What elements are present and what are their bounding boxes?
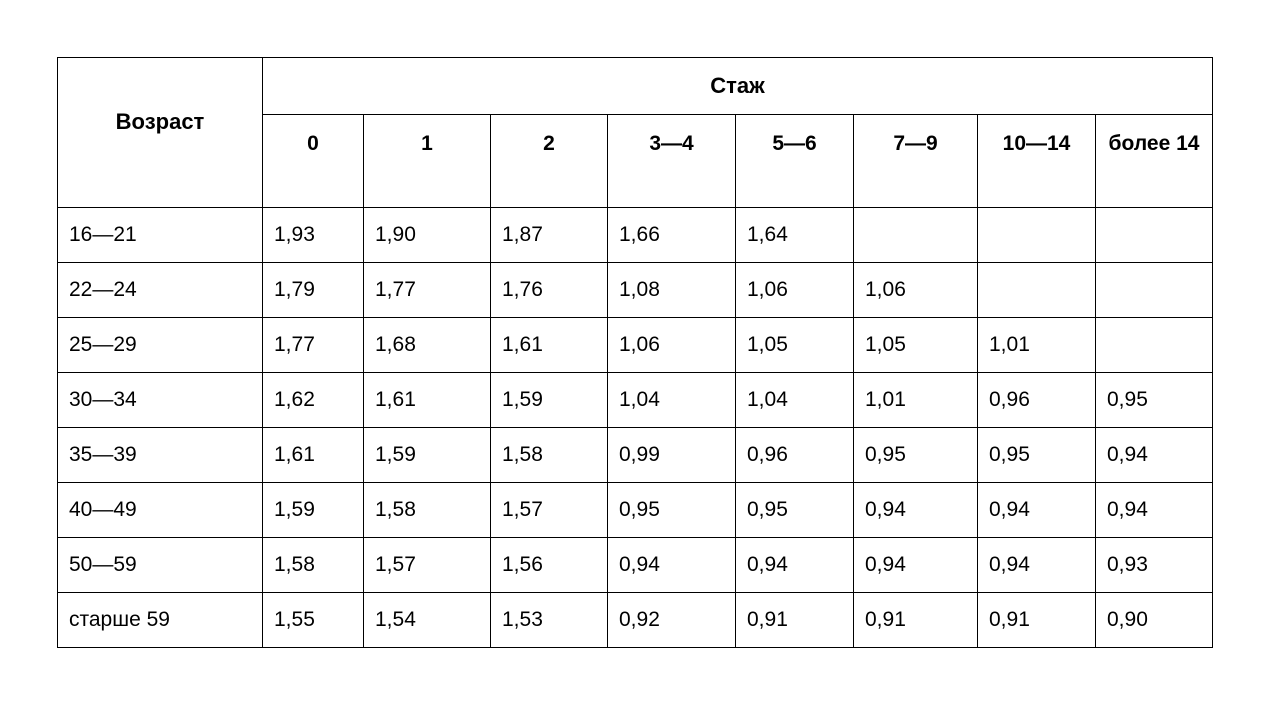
cell-value bbox=[1095, 317, 1213, 373]
column-header-0: 0 bbox=[262, 114, 364, 208]
column-header-1: 1 bbox=[363, 114, 491, 208]
cell-value: 1,77 bbox=[363, 262, 491, 318]
cell-value: 1,79 bbox=[262, 262, 364, 318]
table-row-16-21: 16—21 1,93 1,90 1,87 1,66 1,64 bbox=[57, 207, 1213, 263]
cell-value: 1,06 bbox=[853, 262, 978, 318]
table-row-30-34: 30—34 1,62 1,61 1,59 1,04 1,04 1,01 0,96… bbox=[57, 372, 1213, 428]
row-label: 35—39 bbox=[57, 427, 263, 483]
cell-value: 1,58 bbox=[262, 537, 364, 593]
cell-value: 1,58 bbox=[363, 482, 491, 538]
cell-value bbox=[977, 207, 1096, 263]
cell-value: 0,95 bbox=[607, 482, 736, 538]
cell-value: 1,57 bbox=[490, 482, 608, 538]
cell-value: 0,96 bbox=[735, 427, 854, 483]
cell-value: 1,04 bbox=[735, 372, 854, 428]
cell-value: 0,91 bbox=[735, 592, 854, 648]
column-header-row: 0 1 2 3—4 5—6 7—9 10—14 более 14 bbox=[58, 114, 1213, 208]
cell-value: 1,77 bbox=[262, 317, 364, 373]
cell-value: 1,58 bbox=[490, 427, 608, 483]
cell-value: 1,01 bbox=[853, 372, 978, 428]
cell-value: 0,94 bbox=[853, 537, 978, 593]
group-header-row: Возраст Стаж bbox=[57, 57, 1213, 208]
column-header-5-6: 5—6 bbox=[735, 114, 854, 208]
cell-value: 1,93 bbox=[262, 207, 364, 263]
cell-value: 0,94 bbox=[1095, 482, 1213, 538]
cell-value: 0,96 bbox=[977, 372, 1096, 428]
cell-value: 0,94 bbox=[977, 482, 1096, 538]
cell-value: 1,08 bbox=[607, 262, 736, 318]
row-label: старше 59 bbox=[57, 592, 263, 648]
cell-value: 1,05 bbox=[853, 317, 978, 373]
cell-value: 1,06 bbox=[735, 262, 854, 318]
cell-value: 0,94 bbox=[853, 482, 978, 538]
row-label: 22—24 bbox=[57, 262, 263, 318]
cell-value: 1,59 bbox=[490, 372, 608, 428]
cell-value: 0,93 bbox=[1095, 537, 1213, 593]
cell-value: 1,61 bbox=[262, 427, 364, 483]
cell-value: 0,91 bbox=[977, 592, 1096, 648]
table-row-40-49: 40—49 1,59 1,58 1,57 0,95 0,95 0,94 0,94… bbox=[57, 482, 1213, 538]
cell-value: 0,92 bbox=[607, 592, 736, 648]
cell-value: 0,95 bbox=[853, 427, 978, 483]
cell-value: 0,94 bbox=[1095, 427, 1213, 483]
column-header-7-9: 7—9 bbox=[853, 114, 978, 208]
row-label: 30—34 bbox=[57, 372, 263, 428]
cell-value: 0,94 bbox=[977, 537, 1096, 593]
cell-value bbox=[1095, 207, 1213, 263]
cell-value: 1,57 bbox=[363, 537, 491, 593]
cell-value: 1,68 bbox=[363, 317, 491, 373]
cell-value: 0,90 bbox=[1095, 592, 1213, 648]
table-row-over-59: старше 59 1,55 1,54 1,53 0,92 0,91 0,91 … bbox=[57, 592, 1213, 648]
column-header-more-14: более 14 bbox=[1095, 114, 1213, 208]
cell-value bbox=[853, 207, 978, 263]
group-header-experience: Стаж bbox=[262, 57, 1213, 115]
cell-value: 1,90 bbox=[363, 207, 491, 263]
table-row-25-29: 25—29 1,77 1,68 1,61 1,06 1,05 1,05 1,01 bbox=[57, 317, 1213, 373]
cell-value: 1,01 bbox=[977, 317, 1096, 373]
cell-value: 0,94 bbox=[735, 537, 854, 593]
column-header-3-4: 3—4 bbox=[607, 114, 736, 208]
row-label: 16—21 bbox=[57, 207, 263, 263]
cell-value: 1,76 bbox=[490, 262, 608, 318]
column-header-10-14: 10—14 bbox=[977, 114, 1096, 208]
cell-value: 0,95 bbox=[977, 427, 1096, 483]
cell-value: 1,04 bbox=[607, 372, 736, 428]
cell-value bbox=[977, 262, 1096, 318]
cell-value: 1,05 bbox=[735, 317, 854, 373]
row-label: 40—49 bbox=[57, 482, 263, 538]
age-experience-coefficient-table: Возраст Стаж 0 1 2 3—4 5—6 7—9 10—14 бол… bbox=[57, 57, 1213, 648]
cell-value: 0,91 bbox=[853, 592, 978, 648]
cell-value: 0,99 bbox=[607, 427, 736, 483]
cell-value: 1,55 bbox=[262, 592, 364, 648]
cell-value: 1,61 bbox=[490, 317, 608, 373]
table-row-50-59: 50—59 1,58 1,57 1,56 0,94 0,94 0,94 0,94… bbox=[57, 537, 1213, 593]
cell-value: 1,59 bbox=[363, 427, 491, 483]
cell-value: 1,61 bbox=[363, 372, 491, 428]
row-label: 25—29 bbox=[57, 317, 263, 373]
cell-value: 1,66 bbox=[607, 207, 736, 263]
cell-value bbox=[1095, 262, 1213, 318]
cell-value: 1,56 bbox=[490, 537, 608, 593]
cell-value: 1,06 bbox=[607, 317, 736, 373]
cell-value: 1,59 bbox=[262, 482, 364, 538]
corner-header-age: Возраст bbox=[57, 57, 263, 208]
table-row-35-39: 35—39 1,61 1,59 1,58 0,99 0,96 0,95 0,95… bbox=[57, 427, 1213, 483]
row-label: 50—59 bbox=[57, 537, 263, 593]
cell-value: 0,95 bbox=[735, 482, 854, 538]
cell-value: 0,94 bbox=[607, 537, 736, 593]
cell-value: 0,95 bbox=[1095, 372, 1213, 428]
column-header-2: 2 bbox=[490, 114, 608, 208]
cell-value: 1,54 bbox=[363, 592, 491, 648]
cell-value: 1,62 bbox=[262, 372, 364, 428]
cell-value: 1,64 bbox=[735, 207, 854, 263]
cell-value: 1,53 bbox=[490, 592, 608, 648]
cell-value: 1,87 bbox=[490, 207, 608, 263]
table-row-22-24: 22—24 1,79 1,77 1,76 1,08 1,06 1,06 bbox=[57, 262, 1213, 318]
